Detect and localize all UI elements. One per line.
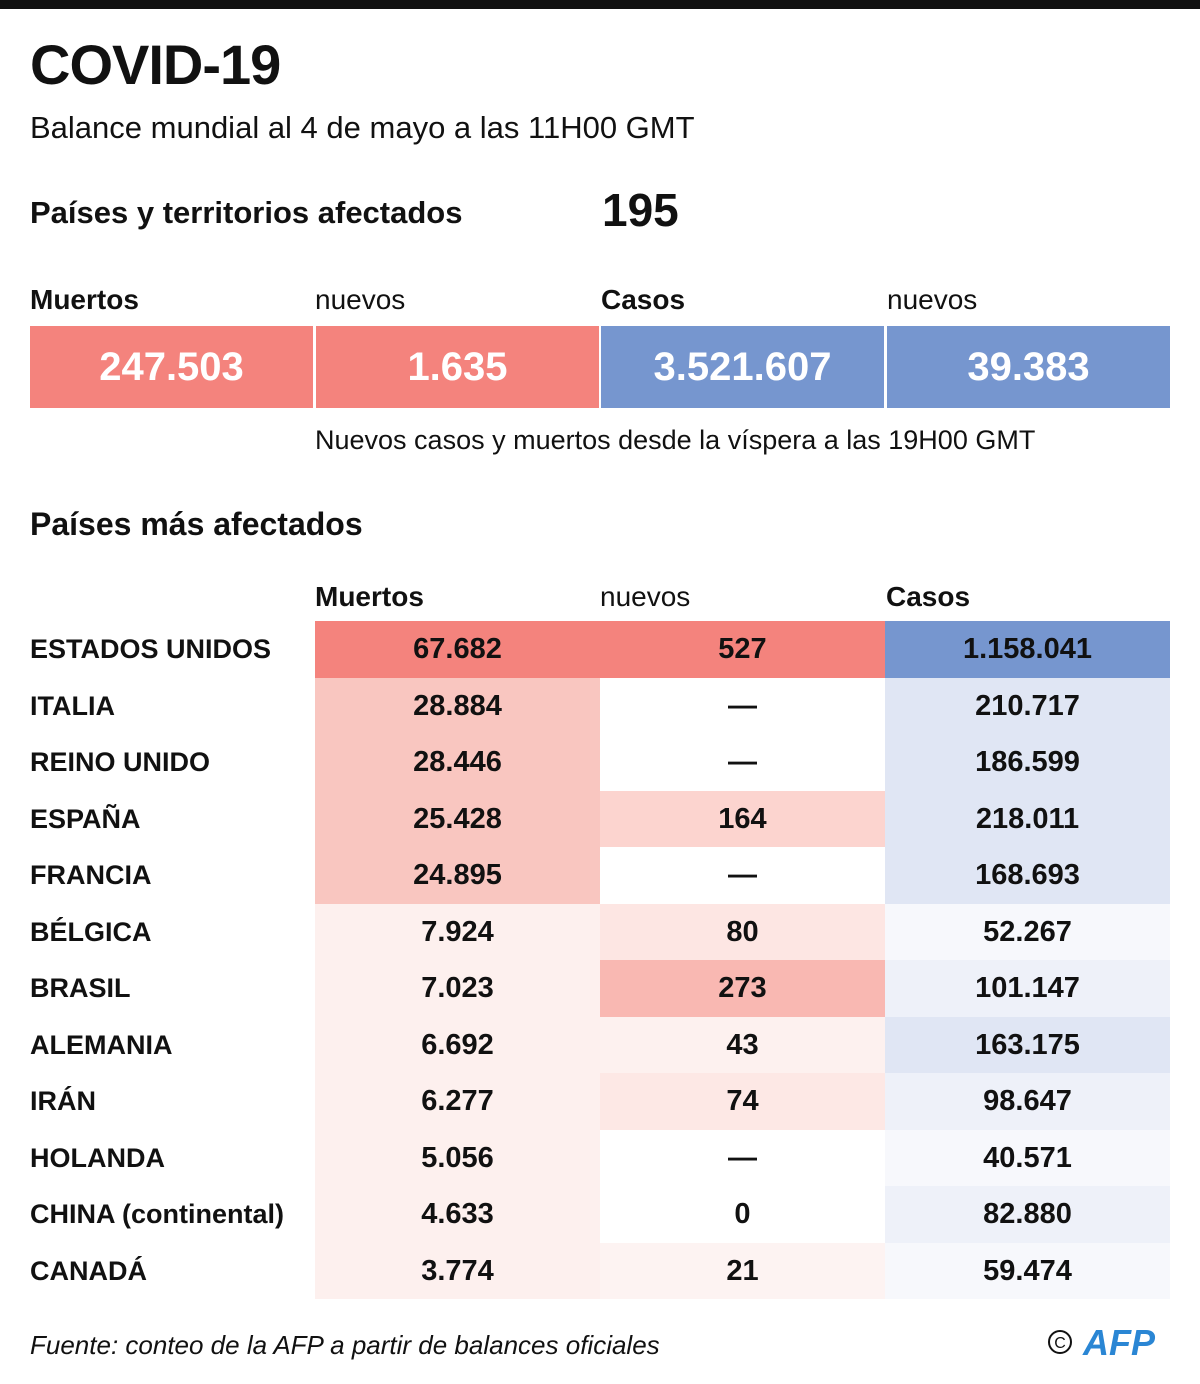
country-name: ESTADOS UNIDOS [30,634,272,664]
new-deaths-cell: 273 [600,960,885,1017]
country-name: REINO UNIDO [30,747,211,777]
cases-cell: 168.693 [885,847,1170,904]
new-deaths-cell: 80 [600,903,885,960]
cases-cell: 98.647 [885,1073,1170,1130]
cases-cell: 163.175 [885,1016,1170,1073]
new-deaths-cell: — [600,734,885,791]
col-header-deaths: Muertos [315,581,424,612]
deaths-cell: 6.692 [315,1016,600,1073]
table-row: ITALIA 28.884—210.717 [0,677,1200,734]
cases-cell: 186.599 [885,734,1170,791]
new-deaths-cell: 74 [600,1073,885,1130]
table-row: BÉLGICA 7.924 80 52.267 [0,903,1200,960]
cases-cell: 101.147 [885,960,1170,1017]
svg-text:C: C [1054,1335,1066,1352]
cases-cell: 210.717 [885,677,1170,734]
country-name: IRÁN [30,1086,96,1116]
summary-note: Nuevos casos y muertos desde la víspera … [315,425,1036,455]
table-row: ESPAÑA 25.428 164 218.011 [0,790,1200,847]
cases-cell: 1.158.041 [885,621,1170,678]
table-row: ESTADOS UNIDOS 67.682 527 1.158.041 [0,621,1200,678]
source-note: Fuente: conteo de la AFP a partir de bal… [30,1330,660,1360]
deaths-cell: 4.633 [315,1186,600,1243]
table-row: ALEMANIA 6.692 43 163.175 [0,1016,1200,1073]
subtitle: Balance mundial al 4 de mayo a las 11H00… [30,110,695,145]
deaths-new-header: nuevos [315,284,406,315]
cases-new: 39.383 [887,326,1170,408]
new-deaths-cell: 43 [600,1016,885,1073]
svg-text:AFP: AFP [1082,1322,1156,1360]
deaths-cell: 3.774 [315,1242,600,1299]
col-header-cases: Casos [886,581,971,612]
cases-cell: 59.474 [885,1242,1170,1299]
table-row: REINO UNIDO 28.446—186.599 [0,734,1200,791]
country-name: HOLANDA [30,1142,165,1173]
cases-cell: 82.880 [885,1186,1170,1243]
country-name: BRASIL [30,973,131,1003]
deaths-cell: 5.056 [315,1129,600,1186]
affected-value: 195 [602,184,679,236]
deaths-new: 1.635 [316,326,599,408]
cases-total: 3.521.607 [601,326,884,408]
table-title: Países más afectados [30,506,363,542]
deaths-cell: 25.428 [315,790,600,847]
country-name: CHINA (continental) [30,1199,284,1229]
cases-header: Casos [601,284,686,315]
top-bar [0,0,1200,9]
cases-new-header: nuevos [887,284,978,315]
country-name: BÉLGICA [30,916,152,947]
affected-label: Países y territorios afectados [30,195,463,230]
table-row: IRÁN 6.277 74 98.647 [0,1073,1200,1130]
new-deaths-cell: 164 [600,790,885,847]
afp-logo: C AFP [1045,1320,1170,1365]
new-deaths-cell: — [600,677,885,734]
deaths-total: 247.503 [30,326,313,408]
deaths-cell: 67.682 [315,621,600,678]
new-deaths-cell: 21 [600,1242,885,1299]
cases-cell: 40.571 [885,1129,1170,1186]
table-row: CANADÁ 3.774 21 59.474 [0,1242,1200,1299]
deaths-header: Muertos [30,284,139,315]
table-row: FRANCIA 24.895—168.693 [0,847,1200,904]
country-name: ESPAÑA [30,803,141,834]
deaths-cell: 6.277 [315,1073,600,1130]
cases-cell: 52.267 [885,903,1170,960]
table-row: HOLANDA 5.056—40.571 [0,1129,1200,1186]
deaths-cell: 7.023 [315,960,600,1017]
deaths-cell: 28.446 [315,734,600,791]
deaths-cell: 24.895 [315,847,600,904]
table-row: CHINA (continental) 4.633 0 82.880 [0,1186,1200,1243]
country-name: CANADÁ [30,1255,147,1286]
country-name: FRANCIA [30,860,152,890]
new-deaths-cell: 527 [600,621,885,678]
col-header-new: nuevos [600,581,691,612]
new-deaths-cell: — [600,847,885,904]
country-name: ITALIA [30,690,115,721]
deaths-cell: 7.924 [315,903,600,960]
new-deaths-cell: 0 [600,1186,885,1243]
cases-cell: 218.011 [885,790,1170,847]
table-row: BRASIL 7.023 273 101.147 [0,960,1200,1017]
new-deaths-cell: — [600,1129,885,1186]
country-name: ALEMANIA [30,1029,173,1060]
deaths-cell: 28.884 [315,677,600,734]
page-title: COVID-19 [30,33,281,96]
